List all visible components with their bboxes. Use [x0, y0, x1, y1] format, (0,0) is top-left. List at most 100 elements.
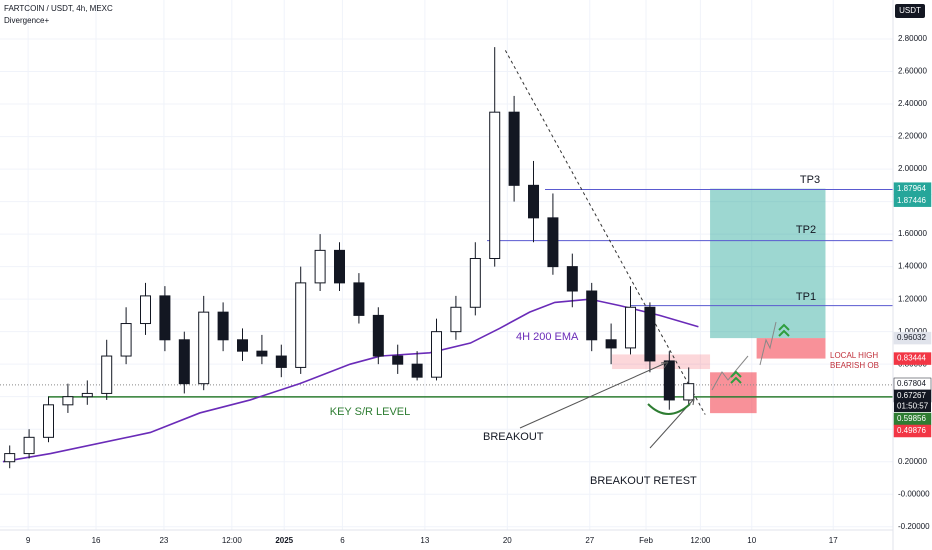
- candle-body: [314, 249, 326, 284]
- indicator-name: Divergence+: [4, 16, 49, 25]
- price-badge-label: 0.96032: [897, 333, 926, 342]
- local-high-label: LOCAL HIGH: [830, 351, 878, 360]
- price-badge-label: 0.49876: [897, 426, 926, 435]
- x-tick-label: 16: [92, 536, 101, 545]
- y-tick-label: 2.00000: [898, 164, 927, 173]
- y-tick-label: 1.20000: [898, 294, 927, 303]
- candle-body: [625, 306, 637, 349]
- ema-label: 4H 200 EMA: [516, 331, 579, 343]
- y-tick-label: 0.20000: [898, 457, 927, 466]
- currency-button[interactable]: [895, 4, 925, 18]
- arrow-head: [687, 398, 695, 406]
- candle-body: [62, 396, 74, 406]
- candle-body: [140, 295, 152, 325]
- price-badge-label: 0.59856: [897, 414, 926, 423]
- arrow-head: [660, 361, 669, 369]
- y-tick-label: -0.00000: [898, 489, 930, 498]
- candle-body: [23, 436, 35, 455]
- price-badge-label: 0.67804: [897, 379, 926, 388]
- candle-body: [217, 311, 229, 341]
- candle-body: [334, 249, 346, 284]
- x-tick-label: 2025: [275, 536, 293, 545]
- currency-label[interactable]: USDT: [899, 6, 921, 15]
- level-label: TP2: [796, 224, 816, 236]
- candle-body: [101, 355, 113, 394]
- candle-body: [547, 217, 559, 268]
- x-tick-label: 17: [829, 536, 838, 545]
- level-label: KEY S/R LEVEL: [330, 406, 411, 418]
- y-tick-label: -0.20000: [898, 522, 930, 531]
- ema-line: [2, 298, 699, 463]
- up-chevrons: [730, 370, 742, 384]
- candle-body: [508, 111, 520, 186]
- candle-body: [683, 383, 695, 401]
- retest-label: BREAKOUT RETEST: [590, 475, 697, 487]
- countdown-label: 01:50:57: [897, 402, 929, 411]
- candle-body: [663, 360, 675, 401]
- price-badge: [893, 424, 932, 438]
- candle-body: [120, 323, 132, 357]
- y-tick-label: 2.60000: [898, 67, 927, 76]
- price-badge: [893, 194, 932, 207]
- zone: [710, 372, 757, 414]
- price-badge-label: 1.87964: [897, 184, 926, 193]
- candle-body: [469, 257, 481, 308]
- x-tick-label: Feb: [639, 536, 653, 545]
- level-label: TP1: [796, 291, 816, 303]
- price-badge-label: 0.83444: [897, 354, 926, 363]
- candle-body: [528, 184, 540, 219]
- chart-title: FARTCOIN / USDT, 4h, MEXC: [4, 4, 113, 13]
- candle-body: [81, 392, 93, 398]
- breakout-arrow: [519, 361, 669, 429]
- zone: [612, 354, 711, 370]
- bearish-ob-label: BEARISH OB: [830, 361, 879, 370]
- x-tick-label: 6: [340, 536, 345, 545]
- candle-body: [198, 311, 210, 385]
- price-badge: [893, 331, 932, 345]
- price-badge: [893, 352, 932, 365]
- y-tick-label: 1.00000: [898, 327, 927, 336]
- x-tick-label: 23: [159, 536, 168, 545]
- candle-body: [159, 295, 171, 341]
- candle-body: [178, 339, 190, 385]
- x-tick-label: 13: [420, 536, 429, 545]
- x-tick-label: 27: [585, 536, 594, 545]
- level-label: TP3: [800, 174, 820, 186]
- candle-body: [644, 306, 656, 362]
- y-tick-label: 2.40000: [898, 99, 927, 108]
- y-tick-label: 1.60000: [898, 229, 927, 238]
- candle-body: [566, 266, 578, 292]
- candle-body: [372, 314, 384, 357]
- candle-body: [431, 331, 443, 378]
- x-tick-label: 12:00: [690, 536, 711, 545]
- candle-body: [586, 290, 598, 341]
- projection-path: [759, 321, 777, 366]
- candle-body: [392, 355, 404, 365]
- candle-body: [4, 453, 16, 463]
- candle-body: [411, 363, 423, 378]
- y-tick-label: 2.20000: [898, 132, 927, 141]
- y-tick-label: 2.80000: [898, 34, 927, 43]
- x-tick-label: 20: [503, 536, 512, 545]
- countdown-badge: [894, 400, 931, 412]
- x-tick-label: 10: [747, 536, 756, 545]
- candle-body: [450, 306, 462, 333]
- up-chevrons: [778, 323, 790, 337]
- candle-body: [256, 350, 268, 357]
- breakout-label: BREAKOUT: [483, 431, 544, 443]
- candle-body: [605, 339, 617, 349]
- candle-body: [43, 404, 55, 438]
- retest-curve: [647, 403, 691, 415]
- price-badge-label: 1.87446: [897, 196, 926, 205]
- zone: [710, 188, 826, 339]
- candle-body: [489, 111, 501, 259]
- zone: [756, 338, 826, 359]
- projection-path: [711, 355, 749, 391]
- candle-body: [237, 339, 249, 352]
- candle-body: [295, 282, 307, 368]
- x-tick-label: 12:00: [222, 536, 243, 545]
- candle-body: [353, 282, 365, 316]
- y-tick-label: 1.40000: [898, 262, 927, 271]
